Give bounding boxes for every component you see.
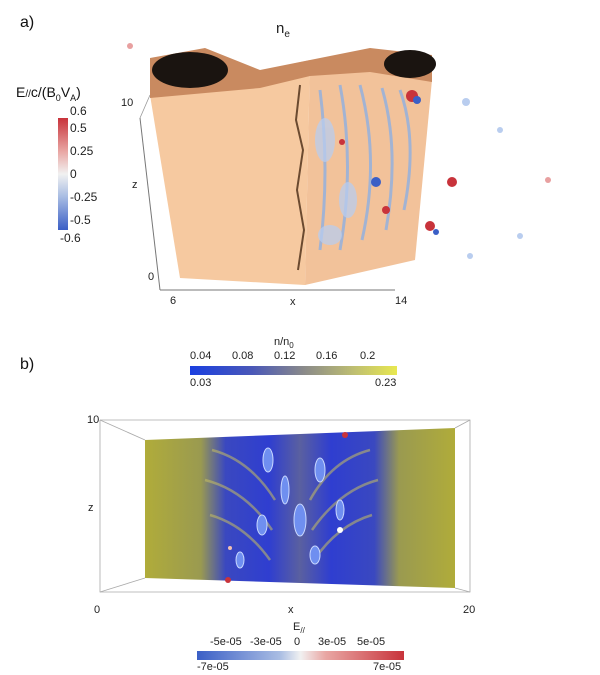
panel-b-z-label: z [88, 502, 94, 514]
e-field-spot [228, 546, 232, 550]
panel-a-label: a) [20, 14, 35, 31]
vortices [127, 43, 551, 259]
dark-cavity-left [152, 52, 228, 88]
e-tick: 0 [294, 636, 301, 648]
panel-b-x-tick: 0 [94, 604, 101, 616]
density-colorbar [190, 366, 397, 375]
panel-a-z-tick: 0 [148, 271, 155, 283]
e-tick: -7e-05 [197, 661, 229, 673]
colorbar-a-tick: 0.25 [70, 144, 94, 158]
blue-patches [315, 118, 357, 245]
e-colorbar-title: E// [293, 621, 305, 636]
e-field-spot [225, 577, 231, 583]
panel-a-z-tick: 10 [121, 97, 134, 109]
density-tick: 0.04 [190, 350, 212, 362]
panel-a-z-label: z [132, 179, 138, 191]
panel-b-x-label: x [288, 604, 294, 616]
panel-a-x-label: x [290, 296, 296, 308]
panel-a-colorbar [58, 118, 68, 230]
panel-b-z-tick: 10 [87, 414, 100, 426]
density-colorbar-title: n/n0 [274, 336, 294, 351]
density-tick: 0.12 [274, 350, 296, 362]
colorbar-a-tick: 0.5 [70, 121, 87, 135]
e-tick: 5e-05 [357, 636, 386, 648]
panel-b-x-tick: 20 [463, 604, 476, 616]
panel-a-colorbar-title: E//c/(B0VA) [16, 84, 81, 103]
panel-b-label: b) [20, 356, 35, 373]
density-tick: 0.03 [190, 377, 212, 389]
colorbar-a-tick: 0.6 [70, 104, 87, 118]
colorbar-a-tick: -0.6 [60, 231, 81, 245]
e-tick: -5e-05 [210, 636, 242, 648]
blue-blobs [235, 447, 345, 569]
central-crack [294, 84, 306, 271]
dark-cavity-right [384, 50, 436, 78]
e-colorbar [197, 651, 404, 660]
colorbar-a-tick: 0 [70, 167, 77, 181]
density-tick: 0.23 [375, 377, 397, 389]
e-field-spot [342, 432, 348, 438]
e-tick: 7e-05 [373, 661, 402, 673]
panel-a-title: ne [276, 20, 290, 40]
panel-a-x-tick: 14 [395, 295, 408, 307]
colorbar-a-tick: -0.25 [70, 190, 98, 204]
bbox-line [139, 117, 161, 291]
density-tick: 0.16 [316, 350, 338, 362]
density-tick: 0.2 [360, 350, 376, 362]
surface-left [150, 60, 310, 285]
panel-a-x-tick: 6 [170, 295, 177, 307]
e-tick: -3e-05 [250, 636, 282, 648]
density-tick: 0.08 [232, 350, 254, 362]
e-tick: 3e-05 [318, 636, 347, 648]
e-field-spot [337, 527, 343, 533]
bbox-line [139, 94, 151, 119]
colorbar-a-tick: -0.5 [70, 213, 91, 227]
